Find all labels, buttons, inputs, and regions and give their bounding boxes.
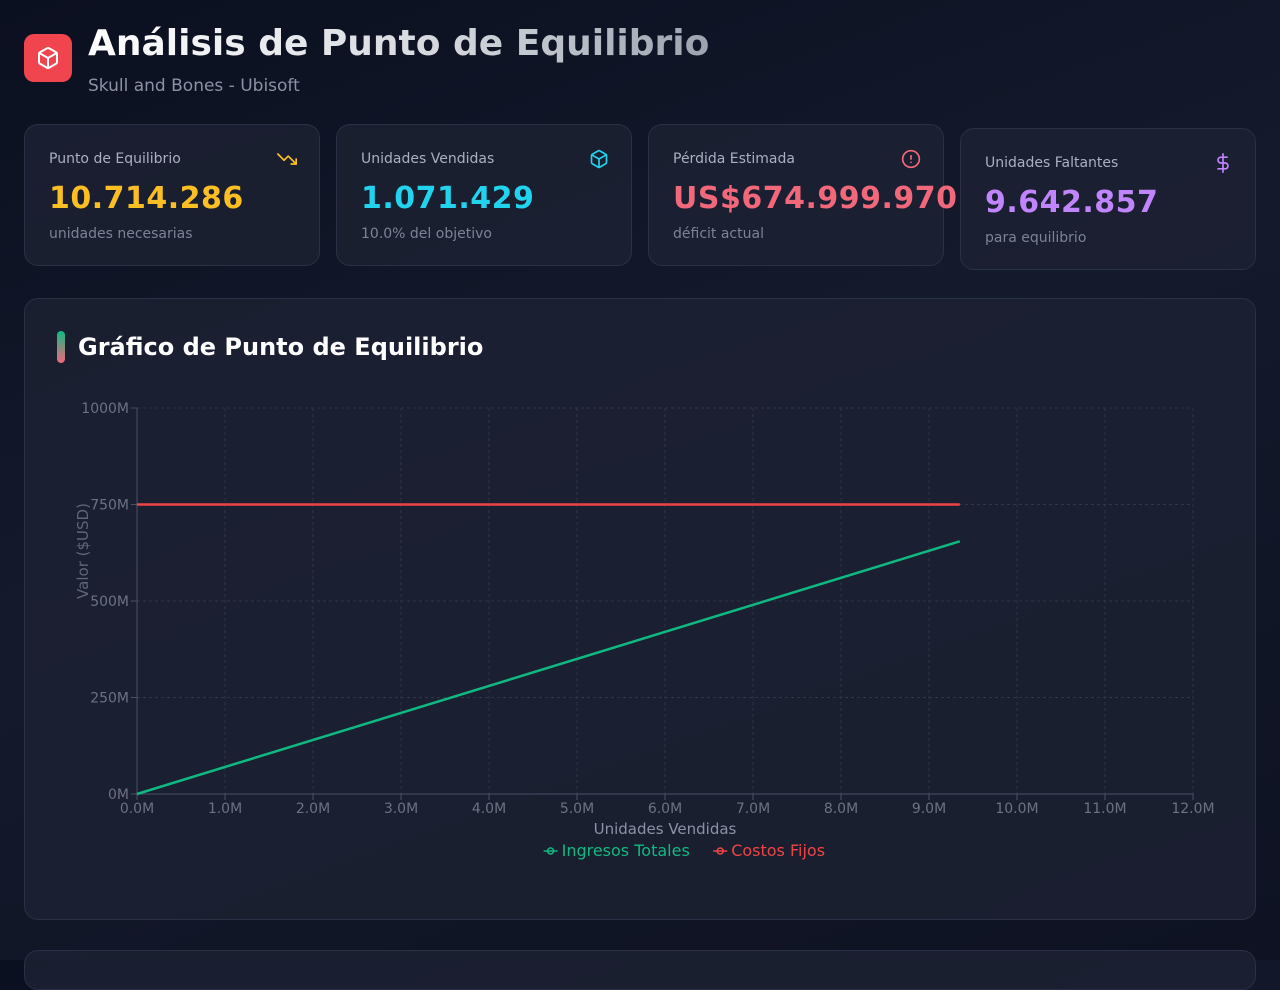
y-tick-label: 0M: [108, 787, 129, 803]
secondary-panel: [24, 950, 1256, 990]
alert-circle-icon: [901, 149, 921, 169]
y-tick-label: 500M: [90, 594, 129, 610]
break-even-chart: 0.0M 1.0M 2.0M 3.0M 4.0M 5.0M 6.0M 7.0M 8.0M 9.0M…: [74, 401, 1215, 860]
card-value: 10.714.286: [49, 181, 244, 216]
package-icon: [24, 34, 72, 82]
x-tick-label: 6.0M: [648, 801, 682, 817]
card-label: Pérdida Estimada: [673, 151, 795, 167]
x-tick-label: 2.0M: [296, 801, 330, 817]
x-tick-label: 5.0M: [560, 801, 594, 817]
page-header: Análisis de Punto de Equilibrio Skull an…: [24, 24, 709, 96]
card-note: 10.0% del objetivo: [361, 226, 492, 242]
legend-label: Costos Fijos: [731, 841, 825, 860]
y-tick-label: 750M: [90, 498, 129, 514]
y-tick-label: 1000M: [81, 401, 129, 417]
dollar-icon: [1217, 153, 1229, 173]
x-tick-label: 12.0M: [1171, 801, 1214, 817]
legend-marker: [546, 847, 555, 855]
card-note: déficit actual: [673, 226, 764, 242]
card-label: Unidades Vendidas: [361, 151, 495, 167]
y-tick-label: 250M: [90, 691, 129, 707]
card-units-sold: Unidades Vendidas 1.071.429 10.0% del ob…: [336, 124, 632, 266]
x-tick-label: 3.0M: [384, 801, 418, 817]
chart-panel: Gráfico de Punto de Equilibrio 0.0M 1.0M 2…: [24, 298, 1256, 920]
legend-label: Ingresos Totales: [562, 841, 690, 860]
x-tick-label: 4.0M: [472, 801, 506, 817]
card-label: Unidades Faltantes: [985, 155, 1119, 171]
x-tick-label: 1.0M: [208, 801, 242, 817]
y-axis-label: Valor ($USD): [74, 503, 92, 599]
card-value: 1.071.429: [361, 181, 535, 216]
chart-title: Gráfico de Punto de Equilibrio: [78, 333, 484, 361]
x-tick-label: 8.0M: [824, 801, 858, 817]
x-tick-label: 10.0M: [995, 801, 1038, 817]
card-value: 9.642.857: [985, 185, 1159, 220]
card-note: unidades necesarias: [49, 226, 193, 242]
x-axis-label: Unidades Vendidas: [594, 820, 737, 838]
package-icon: [590, 149, 608, 169]
x-tick-label: 11.0M: [1083, 801, 1126, 817]
card-missing-units: Unidades Faltantes 9.642.857 para equili…: [960, 128, 1256, 270]
card-estimated-loss: Pérdida Estimada US$674.999.970 déficit …: [648, 124, 958, 266]
card-break-even: Punto de Equilibrio 10.714.286 unidades …: [24, 124, 320, 266]
trending-down-icon: [277, 153, 297, 165]
card-label: Punto de Equilibrio: [49, 151, 181, 167]
title-accent-bar: [57, 331, 65, 363]
page-subtitle: Skull and Bones - Ubisoft: [88, 76, 300, 96]
page-title: Análisis de Punto de Equilibrio: [88, 23, 710, 64]
x-tick-label: 0.0M: [120, 801, 154, 817]
legend-marker: [716, 847, 724, 855]
x-tick-label: 7.0M: [736, 801, 770, 817]
card-note: para equilibrio: [985, 230, 1087, 246]
x-tick-label: 9.0M: [912, 801, 946, 817]
series-line: [136, 540, 961, 796]
card-value: US$674.999.970: [673, 181, 958, 216]
